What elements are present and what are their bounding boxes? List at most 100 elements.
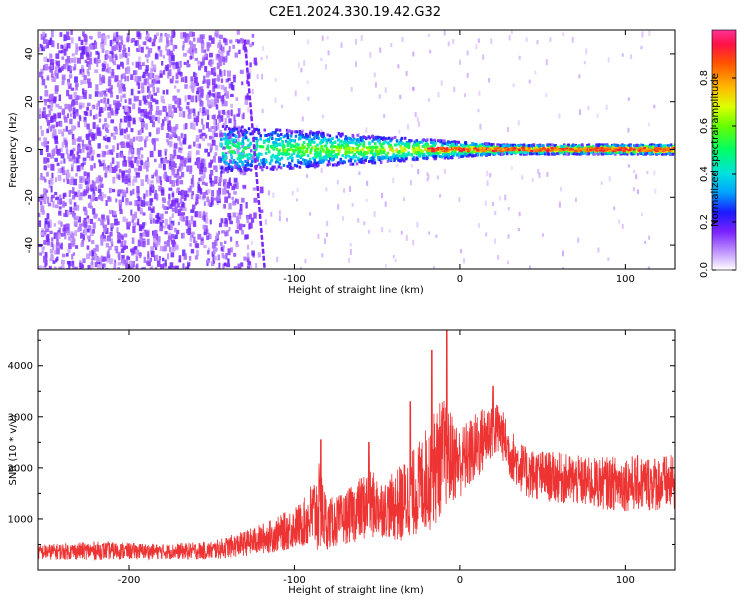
signal-cell [532, 143, 536, 147]
noise-cell [206, 99, 211, 107]
noise-cell [71, 125, 75, 131]
noise-cell [219, 222, 223, 228]
signal-cell [472, 149, 476, 153]
noise-cell [42, 246, 46, 250]
signal-cell [326, 150, 329, 154]
noise-cell [221, 100, 224, 104]
noise-cell [141, 200, 146, 207]
noise-cell [107, 34, 110, 39]
noise-cell [43, 33, 47, 38]
noise-cell [42, 107, 46, 111]
sparse-cell [545, 92, 548, 97]
signal-cell [286, 157, 290, 161]
noise-cell [211, 190, 215, 197]
signal-cell [330, 158, 334, 162]
signal-cell [673, 149, 675, 153]
signal-cell [263, 139, 266, 143]
x-tick-label: -100 [283, 274, 306, 285]
signal-cell [259, 137, 262, 141]
signal-cell [636, 145, 639, 149]
noise-cell [51, 172, 54, 179]
signal-cell [417, 151, 420, 155]
core-cell [654, 150, 658, 153]
noise-cell [66, 113, 70, 119]
noise-cell [149, 116, 154, 124]
noise-cell [64, 116, 68, 123]
sparse-cell [577, 237, 580, 243]
noise-cell [198, 143, 202, 149]
signal-cell [635, 149, 639, 153]
noise-cell [110, 132, 114, 137]
signal-cell [349, 162, 352, 166]
noise-cell [167, 253, 170, 260]
noise-cell [70, 30, 73, 35]
sparse-cell [383, 113, 386, 118]
core-cell [586, 150, 590, 153]
noise-cell [204, 53, 207, 58]
signal-cell [291, 166, 295, 170]
signal-cell [605, 152, 608, 156]
signal-cell [255, 127, 258, 131]
signal-cell [422, 144, 426, 148]
signal-cell [300, 154, 303, 158]
noise-cell [146, 260, 150, 265]
noise-cell [87, 47, 91, 53]
noise-cell [140, 227, 145, 232]
noise-cell [202, 58, 205, 66]
signal-cell [403, 136, 407, 140]
signal-cell [347, 140, 351, 144]
noise-cell [178, 166, 181, 171]
noise-cell [123, 128, 127, 134]
signal-cell [500, 151, 504, 155]
sparse-cell [410, 164, 413, 168]
noise-cell [121, 196, 124, 202]
noise-cell [199, 92, 204, 98]
signal-cell [552, 151, 556, 155]
signal-cell [256, 153, 259, 157]
signal-cell [354, 155, 357, 159]
noise-cell [152, 141, 156, 146]
noise-cell [80, 39, 84, 46]
noise-cell [108, 209, 113, 215]
signal-cell [383, 137, 387, 141]
noise-cell [108, 245, 112, 250]
signal-cell [301, 158, 305, 162]
noise-cell [195, 243, 200, 249]
noise-cell [120, 248, 125, 254]
sparse-cell [627, 164, 630, 168]
noise-cell [250, 149, 253, 153]
noise-cell [171, 247, 176, 252]
noise-cell [49, 53, 52, 59]
signal-cell [316, 147, 319, 151]
noise-cell [215, 267, 220, 269]
noise-cell [193, 37, 196, 42]
core-cell [613, 149, 617, 152]
noise-cell [181, 201, 184, 207]
noise-cell [179, 156, 184, 160]
noise-cell [174, 45, 178, 49]
sparse-cell [412, 86, 415, 92]
signal-cell [368, 142, 371, 146]
noise-cell [84, 171, 87, 176]
noise-cell [83, 110, 88, 115]
signal-cell [385, 137, 388, 141]
noise-cell [79, 192, 83, 196]
noise-cell [74, 49, 78, 55]
noise-cell [187, 145, 191, 149]
noise-cell [89, 147, 93, 153]
noise-cell [100, 183, 104, 188]
noise-cell [97, 143, 101, 149]
noise-cell [200, 61, 204, 66]
noise-cell [45, 39, 48, 44]
noise-cell [96, 61, 99, 68]
noise-cell [98, 118, 102, 123]
noise-cell [209, 219, 212, 225]
noise-cell [68, 190, 71, 198]
signal-cell [331, 141, 334, 145]
noise-cell [225, 252, 228, 260]
signal-cell [429, 138, 433, 142]
noise-cell [68, 236, 71, 241]
signal-cell [550, 152, 554, 156]
noise-cell [204, 134, 208, 139]
noise-cell [176, 229, 180, 235]
